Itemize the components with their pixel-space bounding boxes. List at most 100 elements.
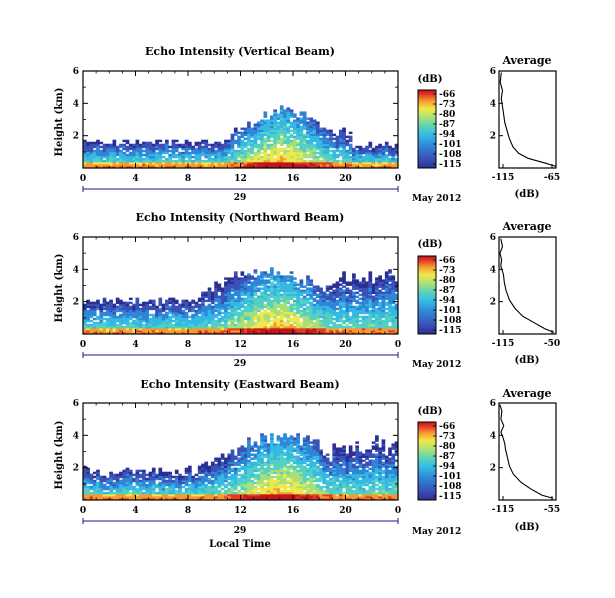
heatmap-cell [171,329,176,333]
heatmap-cell [109,491,113,495]
heatmap-cell [260,157,264,161]
heatmap-cell [178,311,182,315]
heatmap-cell [99,141,104,145]
heatmap-cell [204,495,209,499]
heatmap-cell [270,155,274,159]
heatmap-cell [243,461,248,465]
heatmap-cell [260,307,264,311]
heatmap-cell [224,287,228,290]
heatmap-cell [217,463,222,467]
heatmap-cell [293,457,297,460]
heatmap-cell [247,123,251,126]
heatmap-cell [375,159,379,163]
heatmap-cell [371,309,376,313]
heatmap-cell [394,145,399,149]
heatmap-cell [96,487,100,491]
heatmap-cell [391,281,396,284]
heatmap-cell [250,491,255,495]
heatmap-cell [83,491,87,495]
heatmap-cell [119,161,123,165]
heatmap-cell [361,163,366,167]
heatmap-cell [342,153,346,157]
heatmap-cell [378,311,382,315]
heatmap-cell [240,157,245,161]
heatmap-cell [299,309,304,313]
heatmap-cell [233,301,238,305]
heatmap-cell [145,307,150,311]
heatmap-cell [109,305,113,309]
heatmap-cell [338,307,343,311]
heatmap-cell [201,465,205,469]
heatmap-cell [293,461,297,465]
heatmap-cell [224,469,228,473]
heatmap-cell [233,131,238,135]
heatmap-cell [302,299,307,303]
heatmap-cell [296,283,300,286]
heatmap-cell [266,471,271,475]
heatmap-cell [329,327,333,331]
heatmap-cell [210,313,215,317]
heatmap-cell [276,445,281,448]
heatmap-cell [174,307,179,311]
heatmap-cell [273,141,277,145]
heatmap-cell [273,445,277,448]
heatmap-cell [309,301,314,305]
heatmap-cell [371,295,376,299]
heatmap-cell [361,321,366,325]
heatmap-cell [388,285,392,288]
heatmap-cell [273,305,277,309]
heatmap-cell [319,311,323,315]
heatmap-cell [355,291,360,294]
heatmap-cell [312,311,317,315]
heatmap-cell [191,323,195,327]
heatmap-cell [319,287,323,290]
heatmap-cell [220,149,225,153]
heatmap-cell [263,489,268,493]
heatmap-cell [352,319,356,323]
heatmap-cell [312,331,317,335]
panel-vertical: Echo Intensity (Vertical Beam) Height (k… [54,45,560,204]
heatmap-cell [332,153,337,157]
heatmap-cell [329,307,333,311]
heatmap-cell [217,481,222,485]
heatmap-cell [125,497,130,501]
heatmap-cell [233,127,238,130]
heatmap-cell [250,453,255,456]
heatmap-cell [174,489,179,493]
heatmap-cell [322,321,327,325]
heatmap-cell [240,131,245,135]
heatmap-cell [227,465,232,469]
heatmap-cell [312,149,317,153]
heatmap-cell [319,163,323,167]
heatmap-cell [293,283,297,286]
heatmap-cell [158,143,163,147]
heatmap-cell [266,457,271,460]
heatmap-cell [273,317,277,321]
heatmap-cell [335,143,340,147]
x-tick-label: 20 [339,174,352,184]
heatmap-cell [279,463,284,467]
heatmap-cell [253,141,258,145]
heatmap-cell [83,479,87,483]
heatmap-cell [188,157,192,161]
heatmap-cell [322,145,327,149]
heatmap-cell [178,315,182,319]
heatmap-cell [293,153,297,157]
heatmap-cell [283,495,287,499]
heatmap-cell [309,313,314,317]
heatmap-cell [96,327,100,331]
heatmap-cell [302,123,307,126]
heatmap-cell [132,157,136,161]
heatmap-cell [122,145,127,149]
heatmap-cell [263,443,268,446]
heatmap-cell [256,127,261,130]
day-label: 29 [234,193,247,203]
heatmap-cell [112,491,117,495]
heatmap-cell [378,307,382,311]
heatmap-cell [135,479,140,483]
heatmap-cell [286,279,291,282]
heatmap-cell [266,137,271,141]
heatmap-cell [273,303,277,307]
heatmap-cell [119,155,123,159]
heatmap-cell [299,471,304,475]
